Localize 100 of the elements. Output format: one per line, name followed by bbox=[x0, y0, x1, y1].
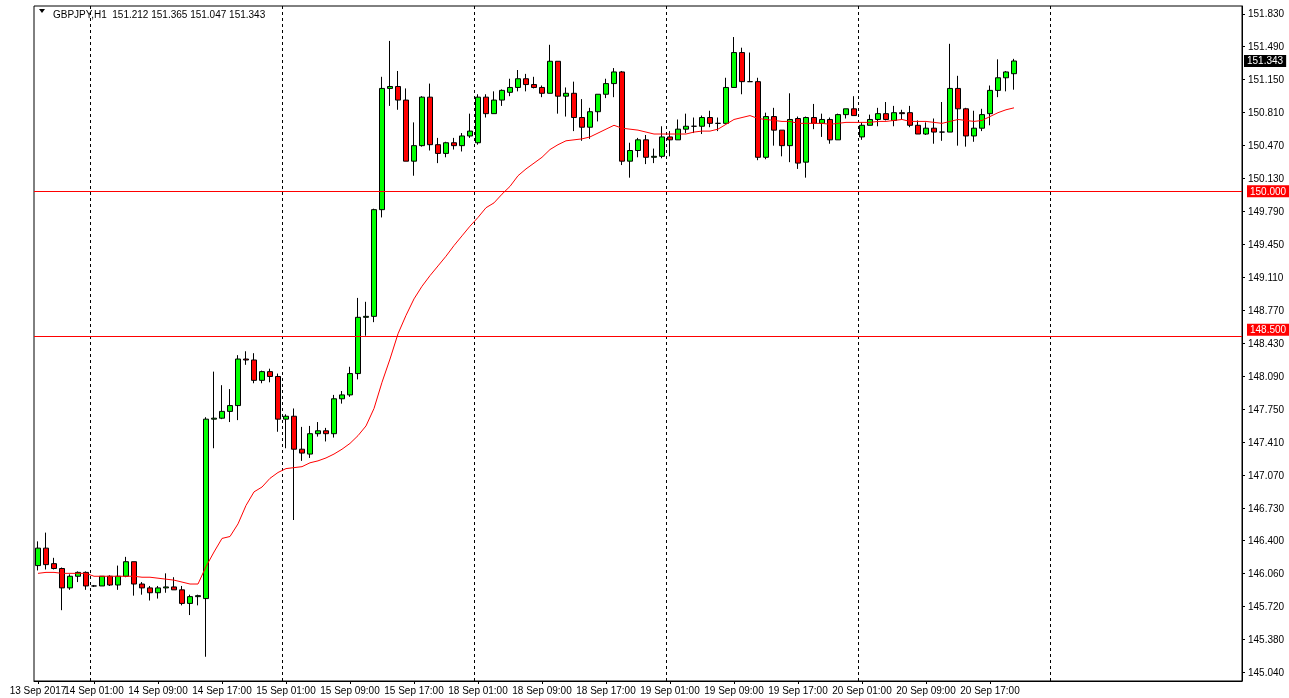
candlestick bbox=[795, 116, 801, 170]
y-tick-label: 146.730 bbox=[1248, 502, 1285, 514]
x-tick-label: 13 Sep 2017 bbox=[9, 684, 67, 696]
candlestick bbox=[587, 107, 593, 140]
candlestick bbox=[819, 113, 825, 138]
candlestick bbox=[779, 129, 785, 157]
candlestick bbox=[267, 368, 273, 383]
x-tick-label: 19 Sep 17:00 bbox=[768, 684, 829, 696]
y-tick-label: 146.400 bbox=[1248, 534, 1285, 546]
candlestick bbox=[915, 119, 921, 135]
candlestick bbox=[707, 110, 713, 128]
y-tick-label: 151.490 bbox=[1248, 41, 1285, 53]
x-tick-label: 18 Sep 01:00 bbox=[448, 684, 509, 696]
candlestick bbox=[835, 113, 841, 141]
candlestick bbox=[315, 421, 321, 438]
candlestick bbox=[1011, 58, 1017, 91]
candlestick bbox=[51, 557, 57, 570]
candlestick bbox=[331, 394, 337, 439]
candlestick bbox=[235, 354, 241, 421]
candlestick bbox=[147, 585, 153, 601]
candlestick bbox=[891, 105, 897, 127]
y-tick-label: 149.110 bbox=[1248, 272, 1284, 284]
candlestick bbox=[547, 44, 553, 94]
candlestick bbox=[995, 58, 1001, 98]
candlestick bbox=[611, 67, 617, 98]
x-tick-label: 20 Sep 01:00 bbox=[832, 684, 893, 696]
y-tick-label: 148.430 bbox=[1248, 338, 1285, 349]
candlestick bbox=[515, 69, 521, 92]
candlestick bbox=[67, 573, 73, 591]
y-tick-label: 149.790 bbox=[1248, 206, 1285, 218]
candlestick bbox=[747, 52, 753, 83]
y-tick-label: 149.450 bbox=[1248, 239, 1285, 251]
x-tick-label: 14 Sep 17:00 bbox=[192, 684, 253, 696]
x-tick-label: 18 Sep 17:00 bbox=[576, 684, 637, 696]
candlestick bbox=[787, 92, 793, 163]
candlestick bbox=[163, 572, 169, 594]
x-tick-label: 15 Sep 09:00 bbox=[320, 684, 381, 696]
x-tick-label: 20 Sep 17:00 bbox=[960, 684, 1021, 696]
x-tick-label: 14 Sep 09:00 bbox=[128, 684, 189, 696]
candlestick bbox=[187, 594, 193, 616]
candlestick bbox=[1003, 70, 1009, 92]
y-tick-label: 150.130 bbox=[1248, 173, 1285, 185]
candlestick bbox=[947, 43, 953, 133]
x-tick-label: 18 Sep 09:00 bbox=[512, 684, 573, 696]
candlestick bbox=[411, 121, 417, 177]
candlestick bbox=[699, 115, 705, 135]
text: 151.343 bbox=[1247, 55, 1284, 67]
candlestick bbox=[531, 76, 537, 89]
candlestick bbox=[99, 575, 105, 587]
y-tick-label: 148.090 bbox=[1248, 370, 1285, 382]
candlestick bbox=[939, 101, 945, 142]
candlestick bbox=[843, 108, 849, 119]
candlestick bbox=[555, 60, 561, 115]
candlestick bbox=[731, 36, 737, 88]
candlestick bbox=[987, 85, 993, 126]
candlestick bbox=[507, 78, 513, 97]
candlestick bbox=[251, 352, 257, 384]
candlestick bbox=[195, 594, 201, 606]
candlestick bbox=[123, 556, 129, 578]
y-tick-label: 145.380 bbox=[1248, 633, 1285, 645]
candlestick bbox=[571, 81, 577, 132]
candlestick bbox=[323, 427, 329, 442]
candlestick bbox=[387, 40, 393, 107]
candlestick bbox=[307, 425, 313, 459]
y-tick-label: 151.150 bbox=[1248, 74, 1285, 86]
candlestick bbox=[931, 118, 937, 145]
candlestick bbox=[299, 426, 305, 462]
y-tick-label: 145.720 bbox=[1248, 600, 1285, 612]
candlestick bbox=[563, 86, 569, 118]
candlestick bbox=[523, 73, 529, 92]
y-tick-label: 150.810 bbox=[1248, 107, 1285, 119]
x-tick-label: 20 Sep 09:00 bbox=[896, 684, 957, 696]
candlestick bbox=[155, 585, 161, 600]
y-tick-label: 146.060 bbox=[1248, 567, 1285, 579]
x-tick-label: 19 Sep 09:00 bbox=[704, 684, 765, 696]
candlestick bbox=[499, 88, 505, 107]
candlestick bbox=[635, 137, 641, 158]
candlestick bbox=[115, 565, 121, 591]
x-tick-label: 15 Sep 17:00 bbox=[384, 684, 445, 696]
candlestick bbox=[243, 350, 249, 366]
candlestick bbox=[211, 371, 217, 449]
candlestick bbox=[715, 117, 721, 132]
x-tick-label: 15 Sep 01:00 bbox=[256, 684, 317, 696]
candlestick bbox=[459, 132, 465, 152]
candlestick bbox=[595, 93, 601, 122]
candlestick bbox=[395, 70, 401, 111]
candlestick bbox=[355, 297, 361, 380]
candlestick bbox=[875, 107, 881, 127]
candlestick bbox=[139, 581, 145, 596]
candlestick bbox=[723, 77, 729, 124]
y-tick-label: 148.770 bbox=[1248, 305, 1285, 317]
y-tick-label: 151.830 bbox=[1248, 8, 1285, 20]
candlestick bbox=[227, 388, 233, 423]
y-tick-label: 147.070 bbox=[1248, 469, 1285, 481]
candlestick bbox=[443, 141, 449, 158]
candlestick bbox=[339, 390, 345, 405]
ref-line-label: 148.500 bbox=[1250, 324, 1287, 336]
y-tick-label: 147.750 bbox=[1248, 403, 1285, 415]
candlestick bbox=[923, 121, 929, 136]
candlestick bbox=[627, 142, 633, 179]
